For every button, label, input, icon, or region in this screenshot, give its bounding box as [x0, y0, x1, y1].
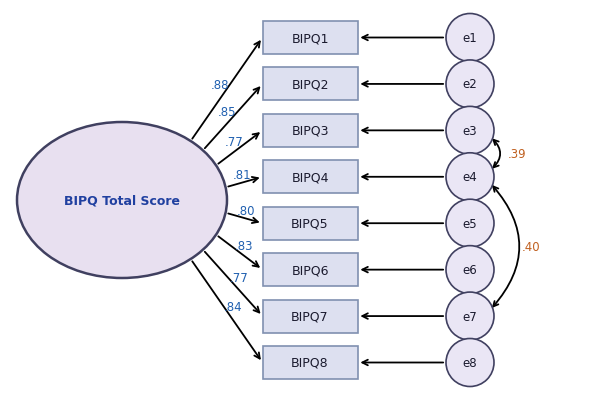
Circle shape [446, 107, 494, 155]
Text: e5: e5 [463, 217, 478, 230]
Text: .88: .88 [211, 79, 229, 92]
Text: .81: .81 [233, 168, 251, 181]
Text: e3: e3 [463, 125, 478, 138]
FancyBboxPatch shape [263, 161, 358, 194]
Circle shape [446, 61, 494, 109]
Circle shape [446, 292, 494, 340]
Text: .83: .83 [235, 240, 253, 253]
FancyBboxPatch shape [263, 346, 358, 379]
Text: BIPQ3: BIPQ3 [291, 125, 329, 138]
FancyBboxPatch shape [263, 22, 358, 55]
Text: .77: .77 [225, 136, 244, 149]
Text: .85: .85 [218, 106, 236, 119]
Text: BIPQ7: BIPQ7 [291, 310, 329, 323]
FancyBboxPatch shape [263, 115, 358, 148]
Text: BIPQ1: BIPQ1 [291, 32, 329, 45]
Text: BIPQ5: BIPQ5 [291, 217, 329, 230]
Text: BIPQ2: BIPQ2 [291, 78, 329, 91]
Ellipse shape [17, 123, 227, 278]
Text: .39: .39 [508, 148, 527, 161]
FancyBboxPatch shape [263, 300, 358, 333]
Text: e2: e2 [463, 78, 478, 91]
Circle shape [446, 200, 494, 247]
Circle shape [446, 339, 494, 387]
Text: e1: e1 [463, 32, 478, 45]
Text: .84: .84 [224, 300, 242, 313]
Text: .40: .40 [522, 240, 541, 253]
Text: BIPQ Total Score: BIPQ Total Score [64, 194, 180, 207]
Circle shape [446, 154, 494, 201]
Text: e7: e7 [463, 310, 478, 323]
Text: BIPQ6: BIPQ6 [291, 263, 329, 276]
Text: e6: e6 [463, 263, 478, 276]
Text: .77: .77 [229, 271, 248, 284]
Text: e8: e8 [463, 356, 478, 369]
FancyBboxPatch shape [263, 207, 358, 240]
Text: BIPQ8: BIPQ8 [291, 356, 329, 369]
Circle shape [446, 14, 494, 62]
FancyBboxPatch shape [263, 253, 358, 286]
Circle shape [446, 246, 494, 294]
Text: .80: .80 [237, 204, 256, 217]
FancyBboxPatch shape [263, 68, 358, 101]
Text: e4: e4 [463, 171, 478, 184]
Text: BIPQ4: BIPQ4 [291, 171, 329, 184]
